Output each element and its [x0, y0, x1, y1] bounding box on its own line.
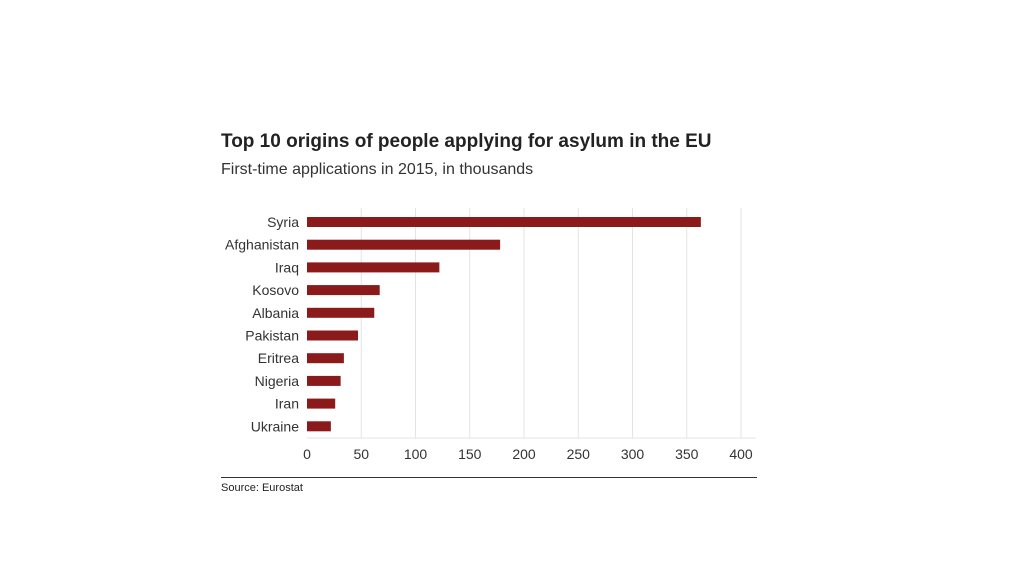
category-label-pakistan: Pakistan	[245, 328, 299, 344]
bar-iran	[307, 398, 336, 409]
category-label-eritrea: Eritrea	[258, 350, 299, 366]
x-tick-label: 200	[512, 446, 536, 462]
category-label-ukraine: Ukraine	[251, 418, 299, 434]
bar-iraq	[307, 262, 440, 273]
x-tick-label: 300	[621, 446, 645, 462]
x-axis-ticks: 0 50 100 150 200 250 300 350 400	[303, 446, 753, 462]
category-label-albania: Albania	[252, 305, 299, 321]
x-tick-label: 50	[353, 446, 369, 462]
category-label-kosovo: Kosovo	[252, 282, 299, 298]
x-tick-label: 350	[675, 446, 699, 462]
x-tick-label: 150	[458, 446, 482, 462]
bar-nigeria	[307, 375, 341, 386]
bar-eritrea	[307, 353, 344, 364]
bar-syria	[307, 217, 701, 227]
category-labels: Syria Afghanistan Iraq Kosovo Albania Pakista…	[225, 214, 299, 434]
category-label-nigeria: Nigeria	[255, 373, 300, 389]
category-label-iraq: Iraq	[275, 259, 299, 275]
category-label-syria: Syria	[267, 214, 299, 230]
bar-albania	[307, 307, 375, 318]
source-divider	[221, 477, 757, 478]
x-tick-label: 250	[567, 446, 591, 462]
category-label-iran: Iran	[275, 396, 299, 412]
bar-kosovo	[307, 285, 380, 296]
x-tick-label: 400	[729, 446, 753, 462]
x-tick-label: 0	[303, 446, 311, 462]
category-label-afghanistan: Afghanistan	[225, 237, 299, 253]
bar-ukraine	[307, 421, 331, 432]
x-tick-label: 100	[404, 446, 428, 462]
chart-title: Top 10 origins of people applying for as…	[221, 131, 712, 152]
bar-pakistan	[307, 330, 358, 341]
bar-afghanistan	[307, 239, 501, 250]
chart-subtitle: First-time applications in 2015, in thou…	[221, 161, 534, 178]
source-note: Source: Eurostat	[221, 482, 303, 494]
bars	[307, 217, 701, 432]
